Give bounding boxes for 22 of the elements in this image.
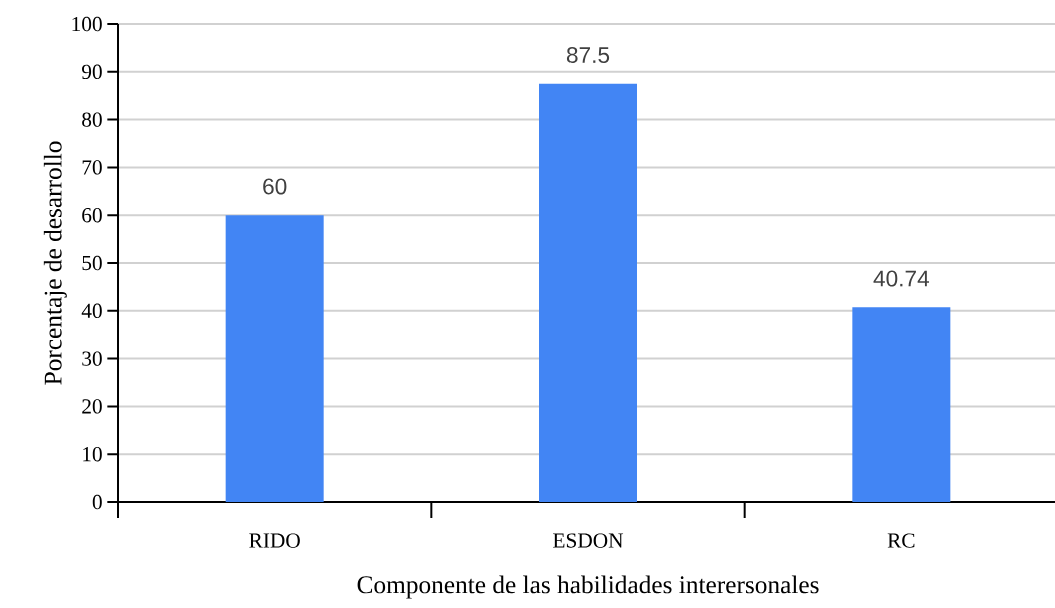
data-label: 40.74 [873,270,930,287]
bar [852,307,951,502]
y-tick-label: 30 [82,351,102,366]
x-tick-label: ESDON [553,533,624,548]
bar [539,83,638,502]
y-tick-label: 100 [72,16,102,32]
data-label: 60 [263,178,287,195]
data-label: 87.5 [566,46,610,64]
y-tick-label: 50 [82,255,102,271]
y-tick-label: 70 [82,160,102,175]
x-tick-label: RIDO [249,533,300,548]
y-tick-label: 90 [81,64,102,79]
x-tick-label: RC [887,533,915,548]
y-axis-title: Porcentaje de desarrollo [43,141,67,385]
y-tick-label: 80 [82,112,102,127]
y-tick-label: 60 [82,208,102,223]
x-axis-title: Componente de las habilidades interersonales [357,575,819,599]
bar [225,215,324,502]
y-tick-label: 40 [81,303,102,318]
y-tick-label: 10 [83,447,102,462]
y-tick-label: 0 [92,494,102,510]
y-tick-label: 20 [82,399,102,414]
